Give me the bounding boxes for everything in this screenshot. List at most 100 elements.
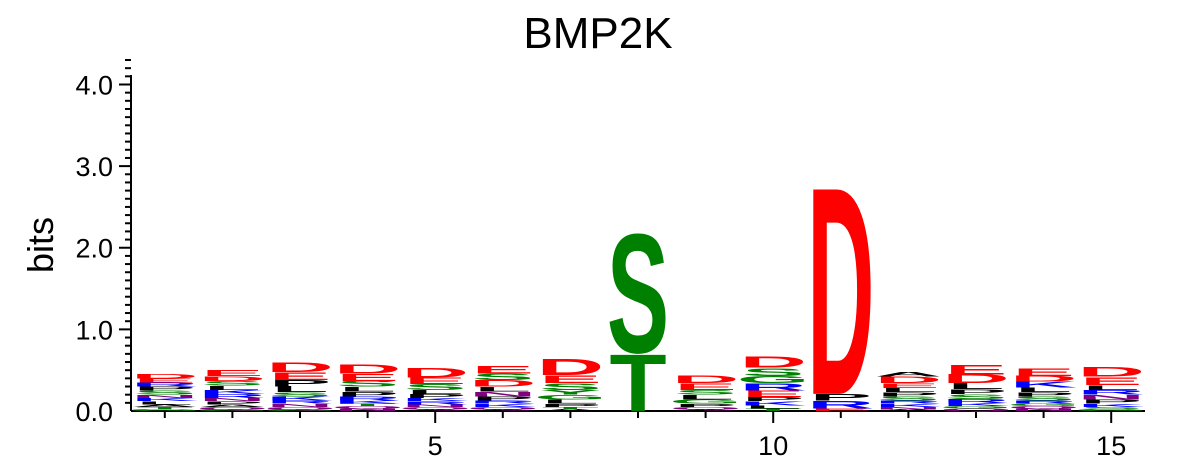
logo-letter-s: S bbox=[945, 393, 1007, 401]
logo-letter-s: S bbox=[877, 395, 939, 401]
logo-letter-n: N bbox=[401, 404, 468, 408]
logo-letter-q: Q bbox=[264, 406, 337, 410]
logo-letter-d: D bbox=[131, 372, 198, 380]
chart-title: BMP2K bbox=[523, 9, 672, 58]
x-tick-label: 5 bbox=[428, 431, 443, 461]
logo-letter-y: Y bbox=[539, 389, 601, 397]
logo-letter-k: K bbox=[739, 400, 807, 406]
logo-letter-s: S bbox=[742, 366, 804, 379]
logo-letter-g: G bbox=[264, 409, 337, 412]
logo-letter-a: A bbox=[672, 409, 739, 412]
logo-letter-p: P bbox=[742, 396, 804, 402]
logo-letter-g: G bbox=[534, 394, 607, 402]
logo-letter-d: D bbox=[875, 375, 942, 385]
logo-letter-g: G bbox=[669, 399, 742, 405]
logo-letter-n: N bbox=[875, 406, 942, 410]
logo-letter-r: R bbox=[807, 399, 874, 412]
logo-letter-r: R bbox=[875, 400, 942, 405]
logo-letter-d: D bbox=[469, 378, 536, 388]
logo-letter-e: E bbox=[472, 363, 534, 376]
logo-letter-p: P bbox=[404, 393, 466, 399]
logo-letter-g: G bbox=[1075, 409, 1148, 412]
logo-letter-s: S bbox=[134, 390, 196, 396]
logo-letter-n: N bbox=[131, 394, 198, 399]
logo-letter-r: R bbox=[401, 400, 468, 405]
logo-letter-e: E bbox=[134, 377, 196, 383]
logo-letter-p: P bbox=[539, 403, 601, 408]
logo-letter-e: E bbox=[1080, 375, 1142, 388]
logo-letter-t: T bbox=[542, 406, 599, 410]
logo-letter-n: N bbox=[1077, 394, 1144, 402]
logo-letter-k: K bbox=[1077, 403, 1145, 408]
logo-letter-p: P bbox=[201, 400, 263, 405]
logo-letter-k: K bbox=[401, 397, 469, 402]
logo-letter-d: D bbox=[807, 125, 874, 457]
logo-letter-s: S bbox=[607, 200, 669, 390]
logo-letter-r: R bbox=[469, 400, 536, 405]
logo-letter-k: K bbox=[266, 395, 334, 401]
logo-letter-q: Q bbox=[399, 406, 472, 410]
logo-letter-d: D bbox=[1010, 375, 1077, 384]
logo-letter-e: E bbox=[201, 369, 263, 378]
x-tick-label: 15 bbox=[1096, 431, 1126, 461]
logo-letter-a: A bbox=[199, 404, 266, 408]
logo-letter-d: D bbox=[334, 362, 401, 376]
logo-letter-l: L bbox=[542, 399, 599, 405]
logo-letter-k: K bbox=[131, 397, 199, 402]
logo-letter-a: A bbox=[875, 371, 942, 379]
logo-letter-l: L bbox=[947, 382, 1004, 391]
logo-letter-k: K bbox=[469, 403, 537, 408]
logo-letter-d: D bbox=[672, 373, 739, 386]
logo-letter-r: R bbox=[1077, 389, 1144, 397]
logo-letter-p: P bbox=[472, 395, 534, 401]
logo-letter-g: G bbox=[940, 406, 1013, 410]
logo-letter-t: T bbox=[136, 406, 193, 410]
x-tick-label: 10 bbox=[758, 431, 788, 461]
logo-letter-e: E bbox=[674, 382, 736, 392]
logo-letter-q: Q bbox=[196, 406, 269, 410]
logo-letter-l: L bbox=[474, 385, 531, 393]
logo-letter-q: Q bbox=[669, 406, 742, 410]
logo-letter-d: D bbox=[401, 366, 468, 381]
logo-letter-s: S bbox=[404, 383, 466, 392]
logo-letter-s: S bbox=[539, 382, 601, 392]
logo-letter-l: L bbox=[339, 385, 396, 393]
logo-letter-a: A bbox=[469, 409, 536, 412]
logo-letter-s: S bbox=[472, 372, 534, 382]
logo-letter-q: Q bbox=[331, 406, 404, 410]
logo-letter-d: D bbox=[1077, 365, 1144, 380]
logo-letter-k: K bbox=[334, 400, 402, 405]
logo-letter-l: L bbox=[271, 385, 328, 394]
logo-letter-q: Q bbox=[940, 408, 1013, 412]
logo-letter-s: S bbox=[1080, 406, 1142, 410]
logo-letter-e: E bbox=[945, 362, 1007, 377]
logo-letter-r: R bbox=[739, 382, 806, 393]
logo-letter-p: P bbox=[269, 378, 331, 388]
y-axis-label: bits bbox=[20, 217, 61, 273]
logo-letter-e: E bbox=[1012, 366, 1074, 379]
y-tick-label: 4.0 bbox=[75, 70, 113, 100]
logo-letter-t: T bbox=[609, 338, 666, 429]
logo-letter-l: L bbox=[677, 394, 734, 402]
logo-letter-p: P bbox=[134, 386, 196, 392]
logo-letter-e: E bbox=[539, 373, 601, 386]
logo-letter-p: P bbox=[877, 391, 939, 397]
logo-letter-g: G bbox=[196, 409, 269, 412]
logo-letter-e: E bbox=[742, 389, 804, 399]
logo-letter-r: R bbox=[1010, 400, 1077, 405]
logo-letter-t: T bbox=[745, 408, 802, 412]
logo-letter-k: K bbox=[1010, 380, 1078, 389]
logo-letter-r: R bbox=[266, 400, 333, 405]
logo-letter-d: D bbox=[199, 375, 266, 383]
logo-letter-p: P bbox=[1012, 391, 1074, 397]
logo-letter-e: E bbox=[877, 382, 939, 390]
logo-letter-e: E bbox=[269, 370, 331, 383]
logo-letter-g: G bbox=[737, 374, 810, 385]
logo-letter-e: E bbox=[404, 376, 466, 386]
logo-letter-e: E bbox=[336, 372, 398, 383]
logo-letter-r: R bbox=[131, 381, 198, 387]
logo-letter-p: P bbox=[810, 392, 872, 402]
logo-letter-a: A bbox=[131, 404, 198, 408]
logo-letter-s: S bbox=[269, 391, 331, 397]
logo-letter-l: L bbox=[1083, 384, 1140, 392]
